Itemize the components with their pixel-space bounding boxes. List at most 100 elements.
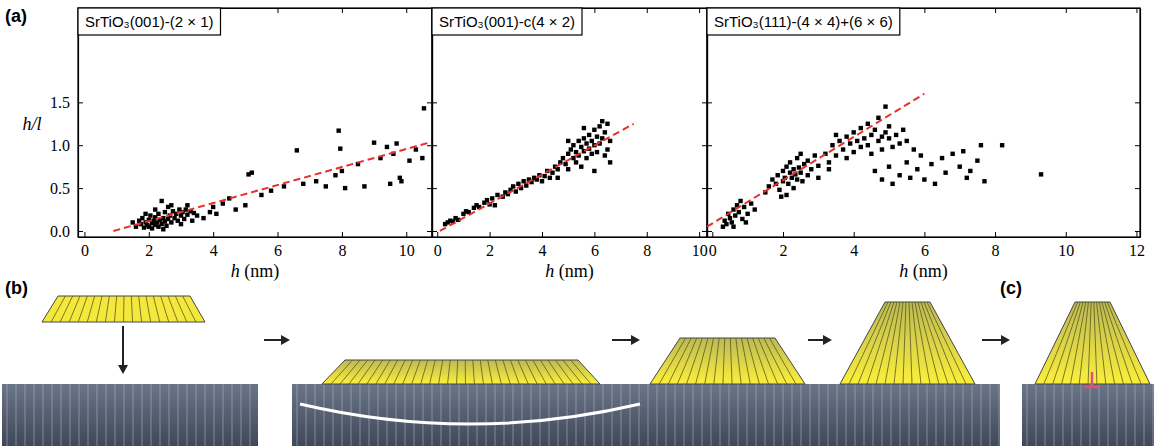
point [859, 126, 863, 130]
island-column [730, 338, 732, 384]
tick-mark [342, 8, 343, 13]
point [582, 136, 586, 140]
island-column [659, 338, 685, 384]
point [791, 186, 795, 190]
substrate-column [900, 384, 901, 446]
island-column [723, 338, 725, 384]
tick-label: 0 [709, 242, 717, 259]
point [584, 156, 588, 160]
tick-mark [707, 231, 712, 232]
tick: 12 [1129, 232, 1145, 259]
substrate-column [603, 384, 604, 446]
point [269, 188, 273, 192]
point [788, 160, 792, 164]
point [542, 174, 546, 178]
tick-mark [707, 188, 712, 189]
tick-label: 8 [643, 242, 651, 259]
title-box: SrTiO₃(111)-(4 × 4)+(6 × 6) [707, 8, 900, 35]
point [201, 216, 205, 220]
axis: 0246810 [433, 232, 708, 259]
island-column [146, 296, 151, 322]
island-column [714, 338, 719, 384]
tick-label: 0 [81, 242, 89, 259]
tick [707, 145, 712, 146]
point [590, 152, 594, 156]
substrate-column [1072, 384, 1073, 446]
axis-line [432, 9, 433, 238]
point [859, 145, 863, 149]
tick [1066, 8, 1067, 13]
island-column [439, 360, 443, 384]
substrate-block [292, 384, 1000, 446]
point [143, 212, 147, 216]
point [844, 134, 848, 138]
point [259, 193, 263, 197]
tick [427, 188, 432, 189]
substrate-column [621, 384, 622, 446]
point [169, 203, 173, 207]
island-column [503, 360, 510, 384]
tick [1135, 102, 1140, 103]
tick-mark [1135, 102, 1140, 103]
arrow-head [118, 365, 128, 374]
substrate-column [232, 384, 233, 446]
point [834, 133, 838, 137]
substrate-column [693, 384, 694, 446]
y-axis-title: h/l [22, 114, 41, 134]
substrate-column [558, 384, 559, 446]
arrow-head [281, 335, 290, 345]
island [840, 302, 975, 384]
point [221, 201, 225, 205]
island-column [51, 296, 65, 322]
point [372, 140, 376, 144]
tick [427, 231, 432, 232]
axis-line [707, 9, 708, 238]
substrate-column [423, 384, 424, 446]
tick-mark [1135, 188, 1140, 189]
point [968, 169, 972, 173]
arrow-shaft [122, 326, 124, 365]
point [851, 130, 855, 134]
substrate-column [1099, 384, 1100, 446]
tick-label: 12 [1129, 242, 1145, 259]
point [813, 153, 817, 157]
island-column [78, 296, 87, 322]
axis: 0246810 [79, 232, 433, 259]
substrate-column [684, 384, 685, 446]
island-column [867, 302, 894, 384]
tick-mark [647, 232, 648, 237]
x-axis-title: h (nm) [545, 261, 594, 282]
substrate-column [133, 384, 134, 446]
point [603, 153, 607, 157]
island-column [421, 360, 428, 384]
point [791, 167, 795, 171]
point [866, 143, 870, 147]
island-column [123, 296, 125, 322]
substrate-column [909, 384, 910, 446]
tick-mark [432, 145, 437, 146]
tick-mark [84, 232, 85, 237]
substrate-column [306, 384, 307, 446]
island-column [921, 302, 948, 384]
substrate-column [1153, 384, 1154, 446]
point [901, 128, 905, 132]
substrate-column [205, 384, 206, 446]
substrate-column [549, 384, 550, 446]
point [730, 220, 734, 224]
island-column [114, 296, 116, 322]
point [394, 141, 398, 145]
island-column [563, 360, 582, 384]
island-column [540, 360, 555, 384]
point [806, 173, 810, 177]
point [728, 216, 732, 220]
island-column [668, 338, 691, 384]
substrate-column [999, 384, 1000, 446]
point [561, 156, 565, 160]
point [422, 106, 426, 110]
tick-mark [854, 232, 855, 237]
tick-label: 0.5 [50, 180, 70, 197]
tick-mark [594, 232, 595, 237]
substrate-column [657, 384, 658, 446]
tick [342, 8, 343, 13]
tick [1135, 188, 1140, 189]
